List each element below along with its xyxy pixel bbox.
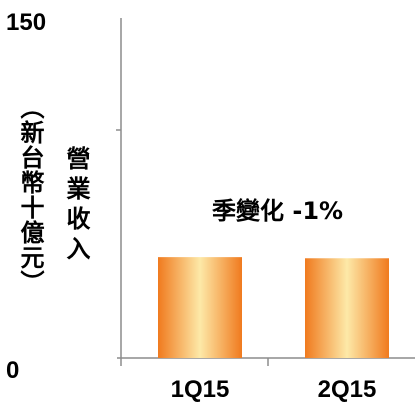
change-annotation: 季變化 -1% (212, 197, 343, 225)
y-axis-label-unit: （新台幣十億元） (16, 95, 44, 295)
bar-2q15 (305, 258, 389, 358)
x-tick-label-1q15: 1Q15 (171, 376, 230, 403)
y-tick-label-min: 0 (6, 357, 19, 384)
x-tick-label-2q15: 2Q15 (318, 376, 377, 403)
y-tick-label-max: 150 (6, 9, 46, 36)
y-axis-label-title: 營業收入 (62, 146, 90, 266)
bar-1q15 (158, 257, 242, 358)
